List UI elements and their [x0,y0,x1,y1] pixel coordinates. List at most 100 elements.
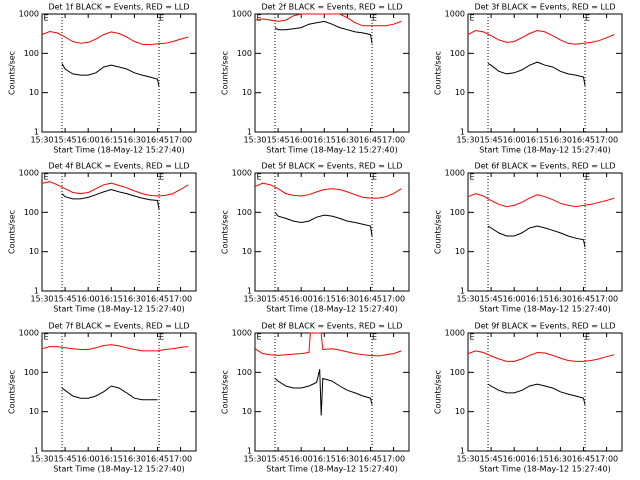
plot-frame [41,332,197,452]
x-tick-label: 15:45 [480,136,503,145]
data-line [254,182,402,199]
annotation: E [470,173,475,182]
plot-frame [467,332,623,452]
x-axis-label: Start Time (18-May-12 15:27:40) [479,465,610,474]
x-tick-label: 15:30 [456,136,479,145]
x-tick-label: 17:00 [382,295,405,304]
x-tick-label: 16:30 [123,455,146,464]
data-line [41,344,189,352]
y-axis-label: Counts/sec [221,210,230,254]
x-tick-label: 16:00 [503,455,526,464]
x-axis-label: Start Time (18-May-12 15:27:40) [266,146,397,155]
plot-frame [467,172,623,292]
data-line [254,332,402,357]
annotation: E [44,333,49,342]
annotation: E [257,333,262,342]
x-tick-label: 16:30 [549,455,572,464]
y-tick-label: 10 [29,88,39,97]
x-tick-label: 16:45 [359,136,382,145]
x-tick-label: 16:00 [503,136,526,145]
x-tick-label: 16:15 [313,295,336,304]
x-tick-label: 15:45 [267,295,290,304]
plot-frame [254,172,410,292]
data-line [254,13,402,27]
data-line [274,20,373,44]
plot-frame [41,172,197,292]
x-tick-label: 16:15 [100,295,123,304]
chart-title: Det 6f BLACK = Events, RED = LLD [474,162,615,171]
y-tick-label: 10 [455,407,465,416]
y-tick-label: 1000 [232,10,252,19]
x-tick-label: 15:30 [30,455,53,464]
x-tick-label: 16:45 [359,455,382,464]
x-tick-label: 16:30 [336,455,359,464]
annotation: E [470,14,475,23]
x-tick-label: 17:00 [169,136,192,145]
x-tick-label: 16:00 [290,295,313,304]
x-axis-label: Start Time (18-May-12 15:27:40) [266,465,397,474]
x-tick-label: 16:00 [290,455,313,464]
x-axis-label: Start Time (18-May-12 15:27:40) [53,305,184,314]
y-tick-label: 1000 [19,329,39,338]
x-axis-label: Start Time (18-May-12 15:27:40) [53,465,184,474]
data-line [274,211,373,237]
data-line [467,193,615,208]
plot-frame [467,13,623,133]
x-tick-label: 16:30 [123,136,146,145]
y-axis-label: Counts/sec [221,51,230,95]
y-tick-label: 100 [237,368,252,377]
x-tick-label: 15:45 [54,136,77,145]
x-tick-label: 15:30 [243,136,266,145]
chart-title: Det 1f BLACK = Events, RED = LLD [48,3,189,12]
y-tick-label: 10 [242,247,252,256]
x-tick-label: 15:30 [30,295,53,304]
y-tick-label: 1000 [232,169,252,178]
x-tick-label: 16:45 [146,136,169,145]
x-tick-label: 16:15 [313,455,336,464]
x-tick-label: 15:30 [243,455,266,464]
y-tick-label: 1 [247,128,252,137]
x-tick-label: 16:45 [359,295,382,304]
x-tick-label: 17:00 [169,295,192,304]
data-line [41,181,189,197]
x-tick-label: 16:45 [146,295,169,304]
x-tick-label: 17:00 [169,455,192,464]
x-tick-label: 15:30 [456,295,479,304]
x-tick-label: 15:45 [54,295,77,304]
y-tick-label: 1000 [445,169,465,178]
y-tick-label: 10 [455,88,465,97]
x-tick-label: 15:45 [267,136,290,145]
x-axis-label: Start Time (18-May-12 15:27:40) [479,146,610,155]
annotation: E [257,14,262,23]
y-axis-label: Counts/sec [434,51,443,95]
annotation: E [372,173,377,182]
chart-title: Det 9f BLACK = Events, RED = LLD [474,322,615,331]
chart-title: Det 8f BLACK = Events, RED = LLD [261,322,402,331]
plot-frame [254,13,410,133]
y-axis-label: Counts/sec [434,210,443,254]
chart-title: Det 7f BLACK = Events, RED = LLD [48,322,189,331]
y-tick-label: 100 [450,208,465,217]
y-tick-label: 1 [460,287,465,296]
annotation: E [585,173,590,182]
y-axis-label: Counts/sec [221,370,230,414]
y-tick-label: 100 [237,49,252,58]
x-tick-label: 16:45 [572,136,595,145]
x-tick-label: 16:30 [549,295,572,304]
y-tick-label: 100 [237,208,252,217]
chart-title: Det 3f BLACK = Events, RED = LLD [474,3,615,12]
x-tick-label: 16:30 [336,295,359,304]
y-axis-label: Counts/sec [434,370,443,414]
x-tick-label: 16:45 [572,295,595,304]
x-tick-label: 16:15 [100,136,123,145]
x-tick-label: 16:15 [526,295,549,304]
y-tick-label: 1 [247,447,252,456]
x-tick-label: 17:00 [595,136,618,145]
y-tick-label: 10 [242,407,252,416]
y-tick-label: 1 [34,447,39,456]
y-tick-label: 1000 [445,10,465,19]
x-tick-label: 17:00 [382,136,405,145]
x-tick-label: 17:00 [382,455,405,464]
data-line [61,188,160,210]
